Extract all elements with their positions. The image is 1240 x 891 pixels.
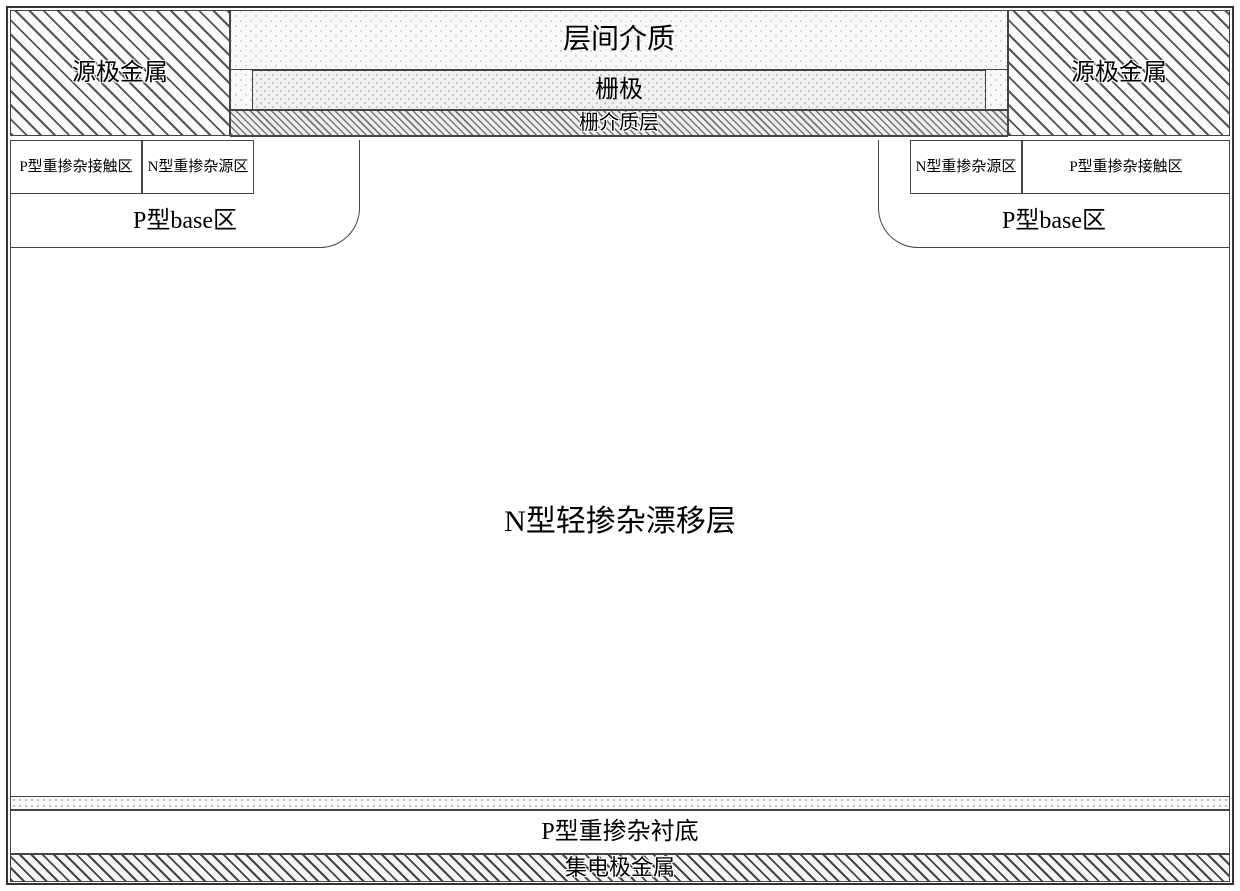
gate-dielectric-bottom-edge	[230, 136, 1008, 137]
interlayer-right-fill	[986, 70, 1008, 110]
n-heavy-source-right: N型重掺杂源区	[910, 140, 1022, 194]
p-base-right: P型base区	[878, 196, 1230, 246]
source-metal-left-label: 源极金属	[72, 59, 168, 88]
n-drift-layer: N型轻掺杂漂移层	[10, 248, 1230, 796]
thin-oxide-strip	[10, 796, 1230, 810]
n-heavy-source-left: N型重掺杂源区	[142, 140, 254, 194]
p-base-left: P型base区	[10, 196, 360, 246]
p-base-left-label: P型base区	[133, 207, 237, 236]
n-heavy-source-left-label: N型重掺杂源区	[146, 158, 251, 176]
p-heavy-substrate: P型重掺杂衬底	[10, 810, 1230, 854]
p-heavy-substrate-label: P型重掺杂衬底	[541, 818, 698, 847]
gate-dielectric: 栅介质层	[230, 110, 1008, 136]
p-heavy-contact-right-label: P型重掺杂接触区	[1067, 158, 1184, 176]
collector-metal-label: 集电极金属	[565, 855, 675, 881]
gate-label: 栅极	[595, 76, 643, 105]
gate: 栅极	[252, 70, 986, 110]
interlayer-dielectric: 层间介质	[230, 10, 1008, 70]
diagram-canvas: 源极金属 源极金属 层间介质 栅极 栅介质层 P型重掺杂接触区 N型重掺杂源区 …	[0, 0, 1240, 891]
interlayer-left-fill	[230, 70, 252, 110]
collector-metal: 集电极金属	[10, 854, 1230, 882]
p-base-right-label: P型base区	[1002, 207, 1106, 236]
p-heavy-contact-left: P型重掺杂接触区	[10, 140, 142, 194]
p-heavy-contact-right: P型重掺杂接触区	[1022, 140, 1230, 194]
gate-dielectric-label: 栅介质层	[579, 111, 659, 135]
source-metal-right-label: 源极金属	[1071, 59, 1167, 88]
n-heavy-source-right-label: N型重掺杂源区	[914, 158, 1019, 176]
p-heavy-contact-left-label: P型重掺杂接触区	[17, 158, 134, 176]
source-metal-left: 源极金属	[10, 10, 230, 136]
n-drift-label: N型轻掺杂漂移层	[504, 504, 736, 540]
interlayer-dielectric-label: 层间介质	[563, 23, 675, 57]
source-metal-right: 源极金属	[1008, 10, 1230, 136]
